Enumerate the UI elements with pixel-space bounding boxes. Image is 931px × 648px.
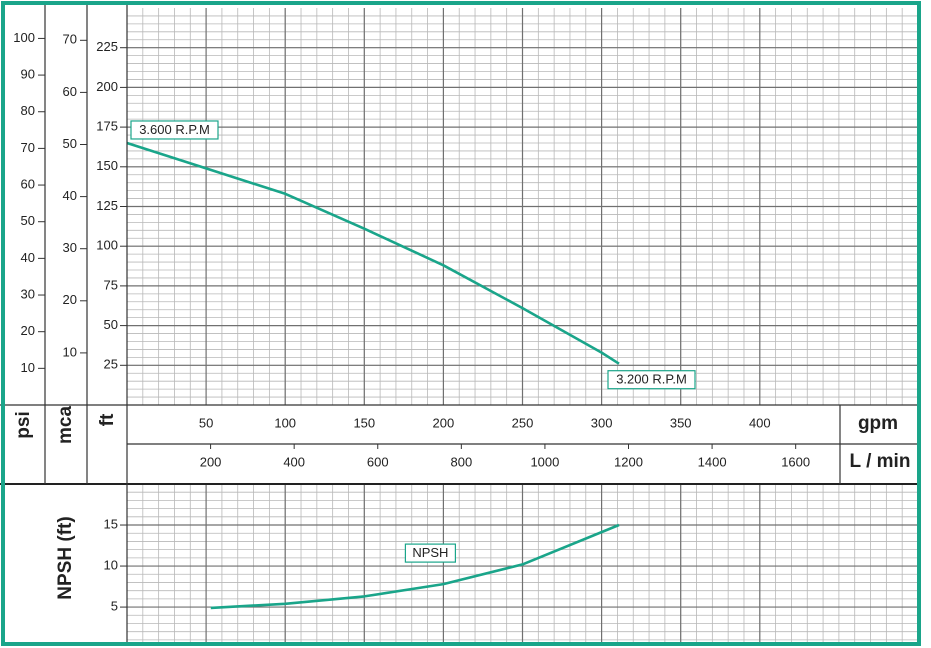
x2-tick-label: 1400 xyxy=(698,454,727,469)
annotation: 3.200 R.P.M xyxy=(616,372,687,387)
y2-tick-label: 20 xyxy=(63,292,77,307)
grids xyxy=(127,8,918,644)
y3-tick-label: 30 xyxy=(21,286,35,301)
x-tick-label: 350 xyxy=(670,415,692,430)
y-tick-label: 25 xyxy=(104,357,118,372)
x-tick-label: 100 xyxy=(274,415,296,430)
y-tick-label: 100 xyxy=(96,238,118,253)
y3-tick-label: 70 xyxy=(21,140,35,155)
y-tick-label: 50 xyxy=(104,317,118,332)
y2-tick-label: 60 xyxy=(63,84,77,99)
y-tick-label: 15 xyxy=(104,516,118,531)
y2-tick-label: 70 xyxy=(63,32,77,47)
lmin-axis-title: L / min xyxy=(850,451,911,472)
y2-tick-label: 30 xyxy=(63,240,77,255)
npsh-axis-title: NPSH (ft) xyxy=(55,516,76,599)
y3-tick-label: 90 xyxy=(21,67,35,82)
axis-title-panel xyxy=(0,405,127,484)
y-tick-label: 5 xyxy=(111,599,118,614)
y-tick-label: 10 xyxy=(104,557,118,572)
x2-tick-label: 200 xyxy=(200,454,222,469)
x-tick-label: 200 xyxy=(433,415,455,430)
y3-tick-label: 60 xyxy=(21,176,35,191)
x-tick-label: 150 xyxy=(353,415,375,430)
ft-axis-title: ft xyxy=(97,413,118,426)
x2-tick-label: 600 xyxy=(367,454,389,469)
annotation-box xyxy=(130,120,219,140)
y-tick-label: 200 xyxy=(96,79,118,94)
annotation: 3.600 R.P.M xyxy=(139,122,210,137)
mca-axis-title: mca xyxy=(55,406,76,444)
curve xyxy=(126,141,620,365)
x2-tick-label: 1200 xyxy=(614,454,643,469)
y3-tick-label: 100 xyxy=(13,30,35,45)
x-tick-label: 400 xyxy=(749,415,771,430)
y3-tick-label: 40 xyxy=(21,250,35,265)
y-tick-label: 175 xyxy=(96,119,118,134)
x-tick-label: 300 xyxy=(591,415,613,430)
series-label: NPSH xyxy=(412,545,448,560)
x-tick-label: 250 xyxy=(512,415,534,430)
y2-tick-label: 10 xyxy=(63,344,77,359)
labels: 25 50 75 100 125 150 175 200 225 10 20 30 40 50 60 70 10… xyxy=(13,30,810,614)
y2-tick-label: 50 xyxy=(63,136,77,151)
y3-tick-label: 10 xyxy=(21,360,35,375)
x2-tick-label: 1000 xyxy=(530,454,559,469)
annotation-box xyxy=(607,370,696,390)
x2-tick-label: 1600 xyxy=(781,454,810,469)
psi-axis-title: psi xyxy=(13,411,34,438)
y2-tick-label: 40 xyxy=(63,188,77,203)
y-tick-label: 75 xyxy=(104,277,118,292)
y-tick-label: 150 xyxy=(96,158,118,173)
gpm-axis-title: gpm xyxy=(858,413,898,434)
curve xyxy=(210,523,620,610)
marks xyxy=(126,141,620,610)
x-tick-label: 50 xyxy=(199,415,213,430)
x2-tick-label: 400 xyxy=(283,454,305,469)
y3-tick-label: 80 xyxy=(21,103,35,118)
x2-tick-label: 800 xyxy=(450,454,472,469)
series-label-box xyxy=(404,543,456,563)
y3-tick-label: 20 xyxy=(21,323,35,338)
y3-tick-label: 50 xyxy=(21,213,35,228)
y-tick-label: 225 xyxy=(96,39,118,54)
y-tick-label: 125 xyxy=(96,198,118,213)
